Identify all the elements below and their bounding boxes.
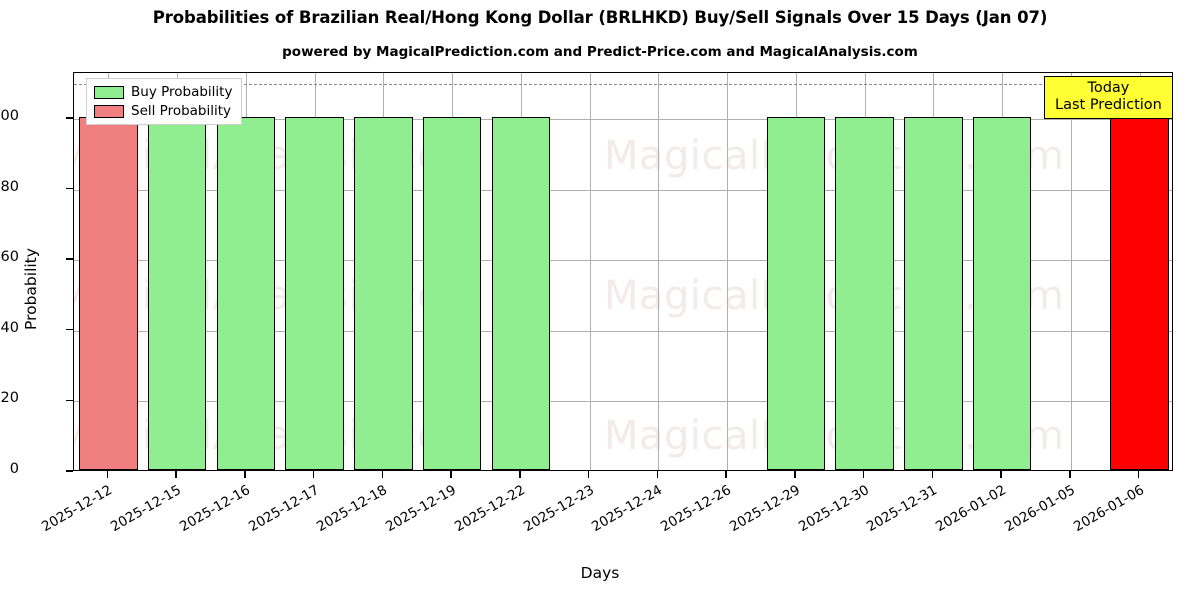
bar[interactable] — [1110, 116, 1169, 470]
bar[interactable] — [354, 116, 413, 470]
chart-title: Probabilities of Brazilian Real/Hong Kon… — [152, 8, 1048, 27]
y-axis-tick-mark — [66, 329, 73, 331]
gridline-vertical — [1070, 73, 1072, 470]
y-axis-tick-mark — [66, 470, 73, 472]
bar[interactable] — [147, 116, 207, 470]
gridline-vertical — [658, 73, 660, 470]
bar[interactable] — [766, 116, 826, 470]
legend-item-sell[interactable]: Sell Probability — [94, 103, 232, 119]
legend-label-buy: Buy Probability — [131, 84, 233, 100]
x-axis-tick-mark — [1000, 471, 1002, 478]
plot-inner: MagicalAnalysis.com MagicalPrediction.com… — [74, 73, 1172, 470]
bar[interactable] — [904, 116, 963, 470]
x-axis-tick-mark — [1137, 471, 1140, 478]
today-annotation: Today Last Prediction — [1044, 76, 1173, 120]
today-annotation-line1: Today — [1087, 80, 1130, 96]
chart-legend[interactable]: Buy Probability Sell Probability — [86, 78, 243, 125]
gridline-horizontal — [74, 189, 1172, 191]
y-axis-tick-label: 80 — [0, 178, 19, 195]
bar[interactable] — [79, 116, 138, 470]
x-axis-tick-mark — [1069, 471, 1071, 478]
legend-swatch-sell — [94, 104, 124, 118]
x-axis-tick-mark — [656, 471, 659, 478]
y-axis-tick-label: 20 — [0, 390, 19, 407]
y-axis-tick-label: 0 — [9, 461, 19, 477]
x-axis-tick-mark — [519, 471, 521, 478]
gridline-horizontal — [74, 260, 1172, 262]
y-axis-tick-mark — [66, 399, 73, 402]
bar[interactable] — [422, 116, 482, 470]
y-axis-tick-mark — [66, 187, 73, 190]
x-axis-tick-mark — [450, 471, 452, 478]
y-axis-label: Probability — [22, 248, 40, 330]
y-axis-tick-label: 40 — [0, 319, 19, 336]
today-annotation-line2: Last Prediction — [1055, 97, 1162, 114]
x-axis-tick-mark — [175, 471, 177, 478]
x-axis-tick-mark — [312, 471, 315, 478]
x-axis-tick-mark — [381, 471, 384, 478]
x-axis-tick-mark — [106, 471, 109, 478]
x-axis-tick-mark — [725, 471, 727, 478]
gridline-horizontal — [74, 118, 1172, 120]
plot-area: MagicalAnalysis.com MagicalPrediction.com… — [73, 72, 1173, 471]
x-axis-tick-mark — [862, 471, 865, 478]
y-axis-tick-mark — [66, 258, 73, 260]
chart-subtitle: powered by MagicalPrediction.com and Pre… — [282, 44, 918, 60]
legend-swatch-buy — [94, 85, 124, 99]
bar[interactable] — [835, 116, 894, 470]
bar[interactable] — [491, 116, 551, 470]
bar[interactable] — [972, 116, 1032, 470]
reference-line — [74, 83, 1172, 85]
y-axis-tick-mark — [66, 117, 73, 119]
y-axis-tick-label: 100 — [0, 107, 19, 124]
legend-item-buy[interactable]: Buy Probability — [94, 84, 232, 100]
x-axis-tick-mark — [794, 471, 796, 478]
y-axis-tick-label: 60 — [0, 249, 19, 266]
gridline-vertical — [727, 73, 729, 470]
gridline-horizontal — [74, 330, 1172, 332]
x-axis-label: Days — [580, 564, 620, 582]
gridline-vertical — [589, 73, 591, 470]
gridline-horizontal — [74, 401, 1172, 403]
bar[interactable] — [216, 116, 276, 470]
bar[interactable] — [285, 116, 344, 470]
x-axis-tick-mark — [931, 471, 934, 478]
x-axis-tick-mark — [587, 471, 590, 478]
legend-label-sell: Sell Probability — [131, 103, 232, 119]
x-axis-tick-mark — [244, 471, 246, 478]
